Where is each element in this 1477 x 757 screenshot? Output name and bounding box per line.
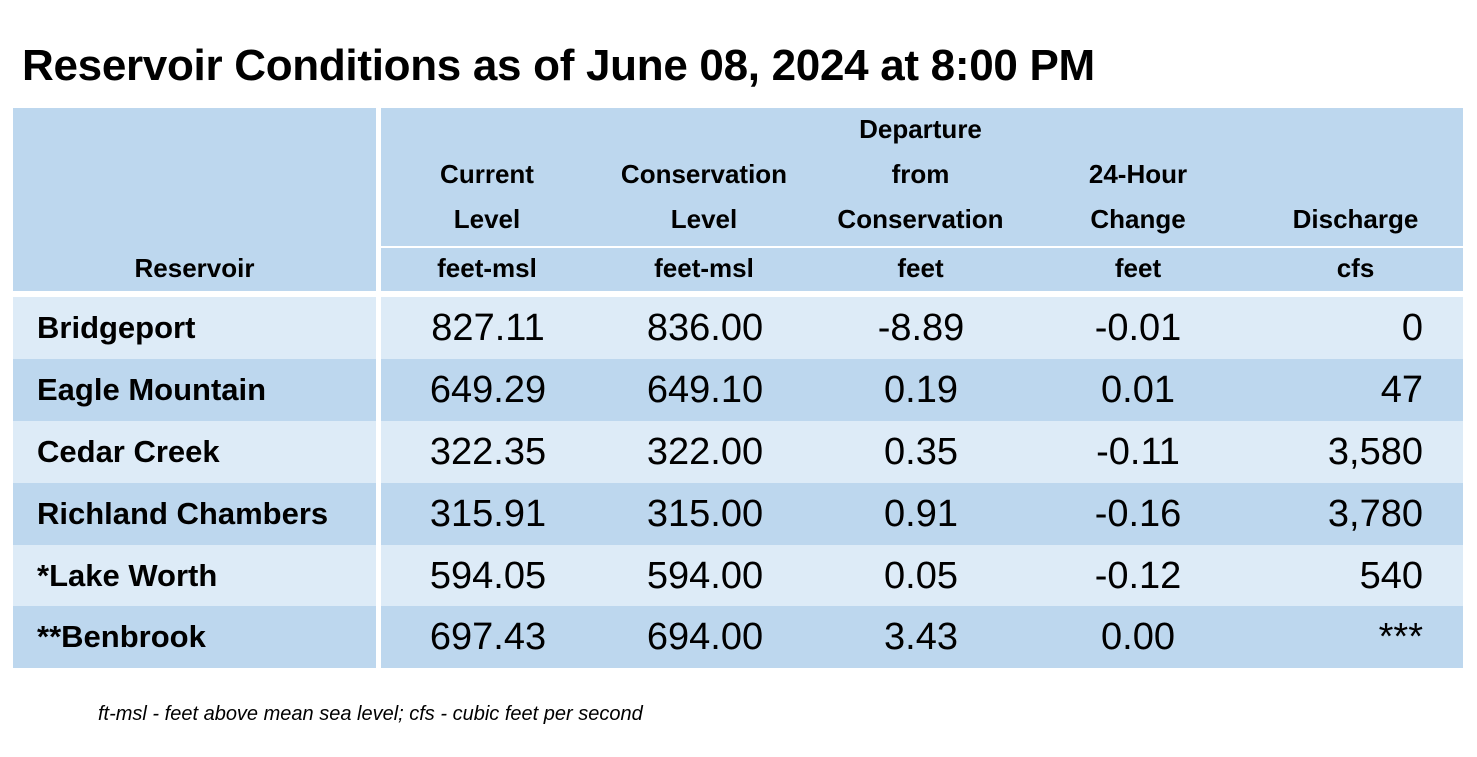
- table-row: *Lake Worth 594.05 594.00 0.05 -0.12 540: [13, 545, 1463, 607]
- header-discharge-unit: cfs: [1336, 253, 1375, 283]
- reservoir-name: Cedar Creek: [37, 434, 220, 469]
- header-departure-line2: from: [891, 159, 950, 189]
- header-conservation-level-line1: Conservation: [620, 159, 788, 189]
- reservoir-name: Bridgeport: [37, 310, 196, 345]
- table-row: Richland Chambers 315.91 315.00 0.91 -0.…: [13, 483, 1463, 545]
- conservation-level-value: 315.00: [646, 492, 764, 535]
- table-row: Cedar Creek 322.35 322.00 0.35 -0.11 3,5…: [13, 421, 1463, 483]
- page-title: Reservoir Conditions as of June 08, 2024…: [22, 41, 1095, 90]
- header-unit-divider: [381, 246, 1463, 248]
- reservoir-table: Reservoir Current Level feet-msl Conserv…: [13, 108, 1463, 668]
- header-conservation-level-line2: Level: [670, 204, 738, 234]
- reservoir-name: Eagle Mountain: [37, 372, 267, 407]
- reservoir-name: Richland Chambers: [37, 496, 329, 531]
- table-header: [13, 108, 1463, 291]
- discharge-value: 3,580: [1327, 430, 1423, 473]
- current-level-value: 649.29: [429, 368, 547, 411]
- departure-value: 0.19: [884, 368, 958, 411]
- header-body-divider: [13, 291, 1463, 297]
- discharge-value: 540: [1359, 554, 1423, 597]
- current-level-value: 322.35: [429, 430, 547, 473]
- discharge-value: 3,780: [1327, 492, 1423, 535]
- departure-value: 0.91: [884, 492, 958, 535]
- current-level-value: 827.11: [431, 306, 545, 349]
- header-departure-line3: Conservation: [837, 204, 1004, 234]
- conservation-level-value: 836.00: [646, 306, 764, 349]
- table-row: Eagle Mountain 649.29 649.10 0.19 0.01 4…: [13, 359, 1463, 421]
- table-row: **Benbrook 697.43 694.00 3.43 0.00 ***: [13, 606, 1463, 668]
- footnote: ft-msl - feet above mean sea level; cfs …: [98, 703, 643, 725]
- change-value: -0.11: [1096, 430, 1180, 473]
- departure-value: 0.05: [884, 554, 958, 597]
- header-current-level-line2: Level: [453, 204, 521, 234]
- header-change-line2: Change: [1090, 204, 1186, 234]
- change-value: -0.12: [1094, 554, 1182, 597]
- discharge-value: ***: [1378, 615, 1423, 658]
- reservoir-name: *Lake Worth: [37, 558, 218, 593]
- header-current-level-line1: Current: [440, 159, 534, 189]
- current-level-value: 594.05: [429, 554, 547, 597]
- change-value: 0.01: [1101, 368, 1175, 411]
- conservation-level-value: 322.00: [646, 430, 764, 473]
- header-departure-line1: Departure: [859, 114, 982, 144]
- header-change-line1: 24-Hour: [1088, 159, 1188, 189]
- departure-value: 0.35: [884, 430, 958, 473]
- change-value: -0.01: [1094, 306, 1182, 349]
- current-level-value: 697.43: [429, 615, 547, 658]
- discharge-value: 47: [1380, 368, 1423, 411]
- header-change-unit: feet: [1114, 253, 1162, 283]
- conservation-level-value: 594.00: [646, 554, 764, 597]
- header-conservation-level-unit: feet-msl: [654, 253, 754, 283]
- header-discharge-line1: Discharge: [1292, 204, 1419, 234]
- table-row: Bridgeport 827.11 836.00 -8.89 -0.01 0: [13, 297, 1463, 359]
- reservoir-column-divider: [376, 108, 381, 668]
- header-departure-unit: feet: [897, 253, 944, 283]
- conservation-level-value: 649.10: [646, 368, 764, 411]
- reservoir-name: **Benbrook: [37, 619, 206, 654]
- change-value: -0.16: [1094, 492, 1182, 535]
- discharge-value: 0: [1401, 306, 1423, 349]
- header-current-level-unit: feet-msl: [437, 253, 537, 283]
- conservation-level-value: 694.00: [646, 615, 764, 658]
- current-level-value: 315.91: [429, 492, 547, 535]
- header-reservoir: Reservoir: [134, 253, 255, 283]
- departure-value: -8.89: [877, 306, 965, 349]
- departure-value: 3.43: [884, 615, 958, 658]
- change-value: 0.00: [1101, 615, 1175, 658]
